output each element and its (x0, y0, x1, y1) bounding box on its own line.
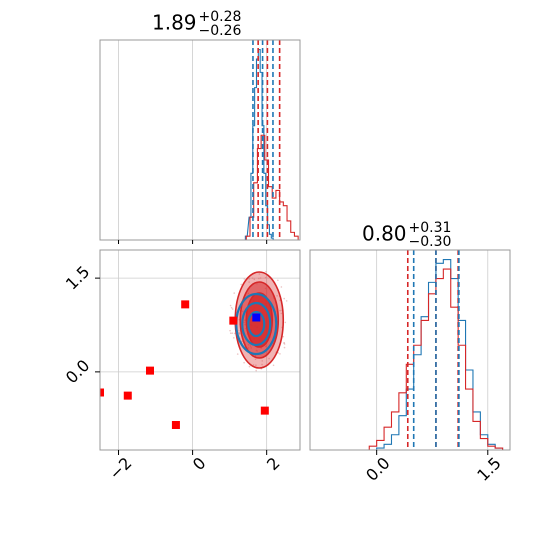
axis-ticks: −2 0 2 0.0 1.5 0.0 1.5 (62, 262, 505, 485)
sample-point (248, 365, 251, 368)
sample-point (284, 321, 287, 324)
sample-point (283, 343, 286, 345)
sample-point (255, 369, 257, 372)
marginal-panel-param2 (309, 249, 511, 451)
marginal-param2-frame (309, 249, 511, 451)
sample-point (279, 309, 281, 312)
red-marker (146, 366, 154, 375)
param1-title: 1.89 +0.28 −0.26 (152, 10, 241, 38)
param1-title-minus: −0.26 (198, 23, 242, 39)
sample-point (233, 332, 236, 335)
red-marker (260, 406, 269, 415)
param2-title-minus: −0.30 (408, 234, 452, 250)
sample-point (280, 286, 283, 288)
sample-point (279, 353, 281, 355)
param1-title-plus: +0.28 (198, 9, 242, 25)
sample-point (282, 335, 285, 338)
red-marker (100, 388, 104, 397)
sample-point (231, 332, 234, 334)
red-marker (229, 316, 238, 325)
sample-point (243, 361, 245, 364)
sample-point (276, 295, 278, 297)
sample-point (251, 277, 254, 279)
marginal-panel-param1 (99, 39, 301, 244)
sample-point (283, 341, 285, 344)
x-tick-label: 0 (189, 453, 210, 474)
x-tick-label: 1.5 (473, 453, 504, 484)
y-tick-label: 0.0 (62, 356, 93, 387)
sample-point (261, 360, 264, 362)
sample-point (231, 308, 234, 310)
sample-point (243, 278, 246, 280)
sample-point (240, 283, 243, 286)
sample-point (230, 306, 233, 309)
red-marker (171, 421, 180, 429)
sample-point (283, 346, 286, 349)
param2-title-plus: +0.31 (408, 220, 452, 236)
sample-point (229, 329, 231, 332)
sample-point (261, 363, 263, 366)
param2-title-value: 0.80 (362, 221, 407, 246)
joint-panel (99, 249, 301, 451)
sample-point (254, 358, 257, 361)
sample-point (229, 332, 232, 335)
blue-marker (252, 313, 261, 322)
sample-point (283, 297, 285, 300)
histogram-blue (244, 48, 275, 240)
sample-point (252, 364, 255, 366)
blue-contour-1 (241, 301, 272, 347)
sample-point (232, 337, 235, 339)
sample-point (258, 277, 260, 280)
sample-point (238, 333, 241, 335)
joint-frame (99, 249, 301, 451)
joint-contours (100, 270, 288, 429)
red-marker (181, 300, 190, 309)
x-tick-label: 2 (263, 453, 284, 474)
sample-point (259, 277, 262, 279)
sample-point (265, 270, 267, 273)
y-tick-label: 1.5 (62, 262, 93, 293)
param2-title: 0.80 +0.31 −0.30 (362, 221, 451, 249)
sample-point (277, 279, 279, 282)
sample-point (253, 278, 256, 281)
marginal-param1-frame (99, 39, 301, 241)
x-tick-label: −2 (105, 453, 135, 483)
sample-point (268, 357, 270, 360)
x-tick-label: 0.0 (362, 453, 393, 484)
histogram-blue (376, 258, 504, 450)
sample-point (285, 300, 288, 302)
sample-point (280, 312, 283, 315)
param1-title-value: 1.89 (152, 10, 197, 35)
sample-point (255, 364, 257, 366)
sample-point (229, 304, 232, 307)
sample-point (236, 353, 239, 355)
sample-point (272, 364, 275, 367)
sample-point (258, 273, 261, 275)
sample-point (248, 278, 250, 280)
sample-point (233, 292, 236, 294)
blue-contour-2 (247, 310, 266, 338)
sample-point (248, 281, 250, 283)
red-marker (123, 391, 132, 400)
sample-point (264, 276, 267, 279)
